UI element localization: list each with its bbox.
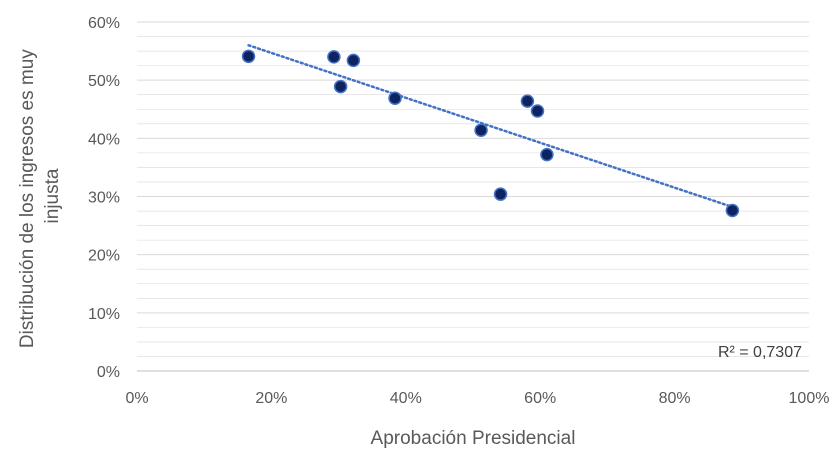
grid-lines <box>137 21 809 357</box>
y-axis-title-line-1: Distribución de los ingresos es muy <box>17 49 38 348</box>
data-point <box>725 203 740 218</box>
y-tick-label: 60% <box>88 15 120 32</box>
x-axis-title: Aprobación Presidencial <box>371 428 576 449</box>
data-point <box>327 50 341 64</box>
r-squared-label: R² = 0,7307 <box>718 344 802 361</box>
data-point <box>333 79 348 94</box>
y-tick-label: 10% <box>88 306 120 323</box>
x-tick-label: 20% <box>255 390 287 407</box>
trendline <box>247 44 734 209</box>
trendline-layer <box>247 44 734 209</box>
y-tick-label: 20% <box>88 248 120 265</box>
x-tick-label: 0% <box>125 390 148 407</box>
data-point <box>530 104 545 118</box>
y-axis-title: Distribución de los ingresos es muy inju… <box>17 44 63 348</box>
x-tick-label: 100% <box>789 390 830 407</box>
data-point <box>474 123 488 137</box>
data-points <box>241 49 740 218</box>
y-axis-title-line-2: injusta <box>42 168 63 223</box>
y-tick-label: 30% <box>88 190 120 207</box>
x-tick-label: 40% <box>390 390 422 407</box>
data-point <box>520 94 535 108</box>
data-point <box>493 187 508 201</box>
data-point <box>540 147 554 162</box>
y-tick-label: 40% <box>88 131 120 148</box>
x-tick-label: 80% <box>659 390 691 407</box>
data-point <box>346 53 361 68</box>
data-point <box>241 49 256 64</box>
y-tick-label: 50% <box>88 73 120 90</box>
tick-labels: 0% 10% 20% 30% 40% 50% 60% 0% 20% 40% 60% 80% 100% <box>88 15 829 407</box>
x-tick-label: 60% <box>524 390 556 407</box>
data-point <box>388 91 402 105</box>
y-tick-label: 0% <box>97 364 120 381</box>
